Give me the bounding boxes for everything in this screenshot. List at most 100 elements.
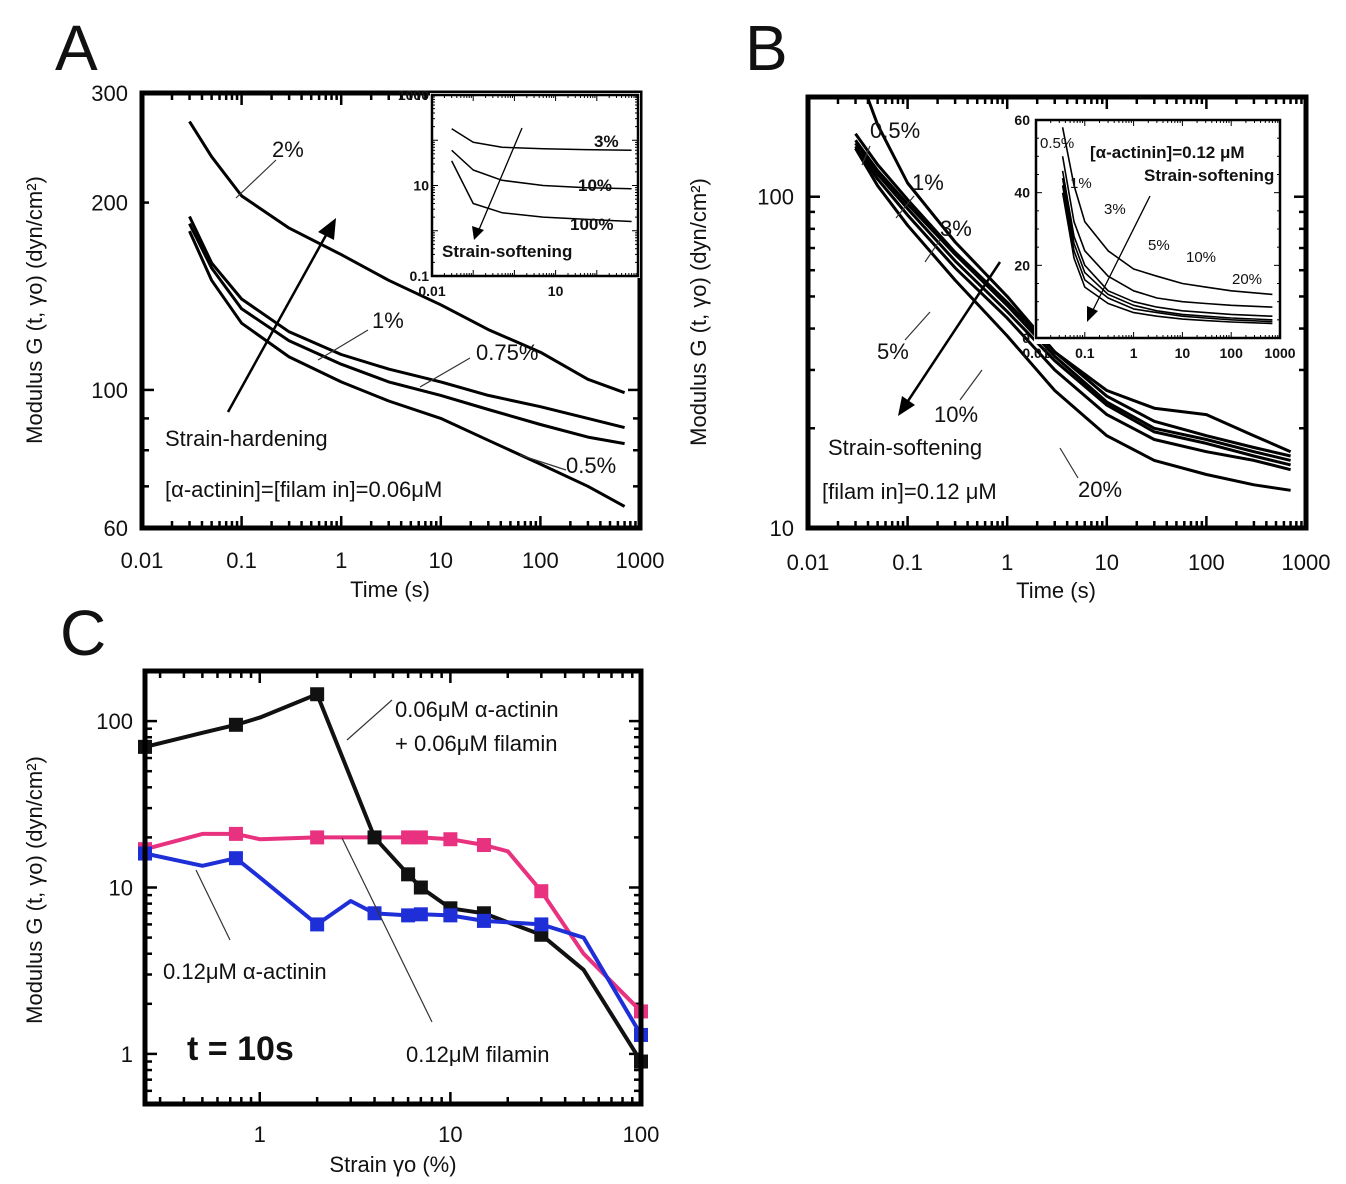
x-tick-label: 0.1 bbox=[892, 550, 923, 575]
series-marker bbox=[534, 884, 549, 899]
panel-b-series bbox=[854, 97, 1292, 492]
panel-c-leader-actinin bbox=[195, 869, 231, 941]
x-tick-label: 10 bbox=[438, 1122, 462, 1147]
series-marker bbox=[443, 908, 458, 923]
panel-b-inset-strain-softening: Strain-softening bbox=[1144, 166, 1274, 185]
panel-a-label-05pct: 0.5% bbox=[566, 453, 616, 478]
panel-b-series-clip bbox=[854, 97, 1292, 492]
panel-a-condition: [α-actinin]=[filam in]=0.06μM bbox=[165, 477, 442, 502]
panel-c-label-filamin: 0.12μM filamin bbox=[406, 1042, 550, 1067]
panel-a-inset-bg bbox=[430, 93, 640, 278]
panel-c-ylabel: Modulus G (t, γo) (dyn/cm²) bbox=[22, 756, 47, 1024]
panel-b-leader-05 bbox=[861, 145, 871, 166]
panel-b-inset-label-5pct: 5% bbox=[1148, 237, 1170, 254]
panel-a-ylabel: Modulus G (t, γo) (dyn/cm²) bbox=[22, 176, 47, 444]
series-line bbox=[144, 692, 643, 1063]
panel-a-arrowhead bbox=[318, 218, 336, 240]
panel-b-label-1pct: 1% bbox=[912, 170, 944, 195]
panel-letter-a: A bbox=[55, 12, 98, 84]
x-tick-label: 0.01 bbox=[787, 550, 830, 575]
panel-b-leader-20 bbox=[1059, 447, 1079, 479]
y-tick-label: 1000 bbox=[398, 87, 429, 103]
series-marker bbox=[401, 830, 416, 845]
y-tick-label: 100 bbox=[91, 378, 128, 403]
panel-a-leader-075 bbox=[419, 357, 471, 388]
series-line bbox=[1061, 192, 1273, 325]
panel-b-label-10pct: 10% bbox=[934, 402, 978, 427]
x-tick-label: 1 bbox=[1001, 550, 1013, 575]
panel-c-series bbox=[138, 687, 648, 1069]
panel-b-label-5pct: 5% bbox=[877, 339, 909, 364]
panel-b-inset-arrow bbox=[1091, 195, 1151, 313]
y-tick-label: 0 bbox=[1022, 330, 1030, 346]
panel-a-label-1pct: 1% bbox=[372, 308, 404, 333]
x-tick-label: 10 bbox=[1175, 345, 1191, 361]
series-line bbox=[144, 851, 643, 1036]
series-line bbox=[1061, 177, 1273, 321]
y-tick-label: 40 bbox=[1014, 185, 1030, 201]
panel-b-inset-label-05pct: 0.5% bbox=[1040, 135, 1074, 152]
panel-a-inset-strain-softening: Strain-softening bbox=[442, 242, 572, 261]
panel-b-xlabel: Time (s) bbox=[1016, 578, 1096, 603]
panel-a-inset-arrow bbox=[477, 127, 523, 233]
x-tick-label: 1 bbox=[1130, 345, 1138, 361]
x-tick-label: 0.01 bbox=[121, 548, 164, 573]
series-marker bbox=[310, 687, 325, 702]
panel-b-frame bbox=[805, 94, 1309, 531]
series-marker bbox=[228, 826, 243, 841]
x-tick-label: 0.1 bbox=[226, 548, 257, 573]
series-marker bbox=[413, 907, 428, 922]
series-line bbox=[188, 223, 625, 446]
x-tick-label: 0.01 bbox=[1022, 345, 1049, 361]
panel-b-inset-condition: [α-actinin]=0.12 μM bbox=[1090, 143, 1245, 162]
series-line bbox=[854, 145, 1291, 472]
panel-a-series bbox=[188, 120, 626, 508]
y-tick-label: 60 bbox=[1014, 112, 1030, 128]
x-tick-label: 10 bbox=[1095, 550, 1119, 575]
series-line bbox=[1061, 170, 1273, 317]
panel-b-condition: [filam in]=0.12 μM bbox=[822, 479, 997, 504]
panel-a-label-2pct: 2% bbox=[272, 137, 304, 162]
series-marker bbox=[310, 917, 325, 932]
series-marker bbox=[534, 917, 549, 932]
panel-b-inset-label-10pct: 10% bbox=[1186, 249, 1216, 266]
series-marker bbox=[310, 830, 325, 845]
x-tick-label: 0.1 bbox=[1075, 345, 1095, 361]
panel-c-xlabel: Strain γo (%) bbox=[329, 1152, 456, 1177]
panel-b-inset-tick-labels: 0.01 0.1 1 10 100 1000 0 20 40 60 bbox=[1014, 112, 1295, 361]
series-line bbox=[188, 215, 625, 430]
panel-a-inset-tick-labels: 0.01 10 0.1 10 1000 bbox=[398, 87, 564, 299]
panel-a-frame bbox=[139, 90, 643, 531]
series-marker bbox=[413, 880, 428, 895]
panel-a-inset-label-3pct: 3% bbox=[594, 132, 619, 151]
panel-b-inset-label-20pct: 20% bbox=[1232, 271, 1262, 288]
series-marker bbox=[367, 906, 382, 921]
series-marker bbox=[401, 867, 416, 882]
y-tick-label: 200 bbox=[91, 191, 128, 216]
panel-a-inset-series bbox=[451, 128, 632, 223]
series-marker bbox=[476, 913, 491, 928]
panel-a-leader-05 bbox=[519, 454, 567, 471]
panel-b-label-20pct: 20% bbox=[1078, 477, 1122, 502]
x-tick-label: 1000 bbox=[616, 548, 665, 573]
y-tick-label: 60 bbox=[104, 516, 128, 541]
panel-b-inset-arrowhead bbox=[1087, 306, 1098, 322]
series-line bbox=[1061, 127, 1273, 296]
panel-c-chart: 1 10 100 1 10 100 Strain γo (%) Modulus G (t,… bbox=[22, 668, 660, 1177]
y-tick-label: 300 bbox=[91, 81, 128, 106]
panel-c-label-combo-2: + 0.06μM filamin bbox=[395, 731, 557, 756]
y-tick-label: 1 bbox=[121, 1042, 133, 1067]
panel-a-xlabel: Time (s) bbox=[350, 577, 430, 602]
panel-b-leader-1 bbox=[895, 195, 915, 219]
x-tick-label: 100 bbox=[1220, 345, 1244, 361]
panel-a-leader-2 bbox=[235, 159, 277, 199]
series-line bbox=[854, 147, 1291, 492]
panel-c-label-actinin: 0.12μM α-actinin bbox=[163, 959, 327, 984]
x-tick-label: 100 bbox=[623, 1122, 660, 1147]
panel-a-inset: 0.01 10 0.1 10 1000 3% 10% 100% Strain-softe… bbox=[398, 87, 640, 299]
panel-b-inset: 0.01 0.1 1 10 100 1000 0 20 40 60 0.5% 1% 3% 5% 1… bbox=[1014, 112, 1295, 361]
